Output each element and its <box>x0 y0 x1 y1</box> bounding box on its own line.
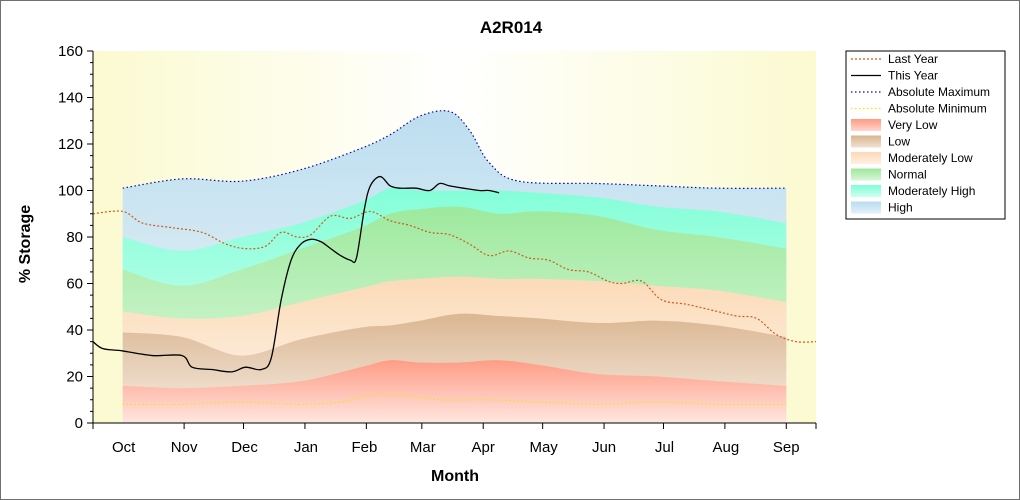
x-tick-label-apr: Apr <box>472 439 495 456</box>
chart-title: A2R014 <box>480 18 543 37</box>
x-tick-label-nov: Nov <box>171 439 198 456</box>
x-tick-label-jul: Jul <box>655 439 674 456</box>
legend-swatch <box>851 201 881 214</box>
x-tick-label-mar: Mar <box>410 439 436 456</box>
legend-item-moderately-low: Moderately Low <box>851 151 973 165</box>
axes-layer: 0 20 40 60 80 100 120 140 160 Oct Nov Dec Jan Feb Mar A… <box>58 43 817 456</box>
legend-item-this-year: This Year <box>851 69 938 83</box>
legend-label: Normal <box>888 168 927 182</box>
legend-item-normal: Normal <box>851 168 927 182</box>
x-axis-title: Month <box>431 468 479 485</box>
x-tick-label-jun: Jun <box>592 439 616 456</box>
y-tick-label: 40 <box>66 322 83 339</box>
legend-label: This Year <box>888 69 938 83</box>
legend-item-high: High <box>851 201 913 215</box>
y-axis-title: % Storage <box>17 205 34 283</box>
series-this-year <box>92 175 500 373</box>
y-tick-label: 100 <box>58 183 83 200</box>
legend-label: Moderately High <box>888 184 975 198</box>
x-tick-label-sep: Sep <box>773 439 800 456</box>
legend-swatch <box>851 185 881 197</box>
y-tick-label: 120 <box>58 136 83 153</box>
x-tick-label-aug: Aug <box>713 439 740 456</box>
legend-item-last-year: Last Year <box>851 52 938 66</box>
x-tick-label-feb: Feb <box>351 439 377 456</box>
y-tick-label: 0 <box>75 415 83 432</box>
legend-label: High <box>888 201 913 215</box>
legend-swatch <box>851 119 881 131</box>
series-absolute-minimum <box>122 393 787 406</box>
legend-item-moderately-high: Moderately High <box>851 184 975 198</box>
series-last-year <box>92 210 817 343</box>
x-tick-label-jan: Jan <box>294 439 318 456</box>
legend-label: Moderately Low <box>888 151 973 165</box>
legend-label: Absolute Minimum <box>888 102 987 116</box>
legend-item-absolute-maximum: Absolute Maximum <box>851 85 990 99</box>
legend-swatch <box>851 152 881 164</box>
y-tick-label: 160 <box>58 43 83 60</box>
x-tick-label-dec: Dec <box>231 439 258 456</box>
y-tick-label: 140 <box>58 90 83 107</box>
y-tick-label: 60 <box>66 276 83 293</box>
y-tick-label: 80 <box>66 229 83 246</box>
legend-item-absolute-minimum: Absolute Minimum <box>851 102 987 116</box>
band-very-low <box>122 360 787 423</box>
legend-label: Absolute Maximum <box>888 85 990 99</box>
series-layer <box>92 110 817 406</box>
legend-label: Very Low <box>888 118 938 132</box>
x-tick-label-oct: Oct <box>112 439 136 456</box>
y-tick-label: 20 <box>66 369 83 386</box>
x-tick-label-may: May <box>529 439 558 456</box>
legend-swatch <box>851 135 881 148</box>
legend-label: Low <box>888 135 910 149</box>
legend-label: Last Year <box>888 52 938 66</box>
bands-layer <box>122 110 787 424</box>
legend-item-very-low: Very Low <box>851 118 938 132</box>
legend-swatch <box>851 168 881 181</box>
legend-item-low: Low <box>851 135 910 149</box>
legend: Last Year This Year Absolute Maximum Absolu… <box>845 50 1006 220</box>
